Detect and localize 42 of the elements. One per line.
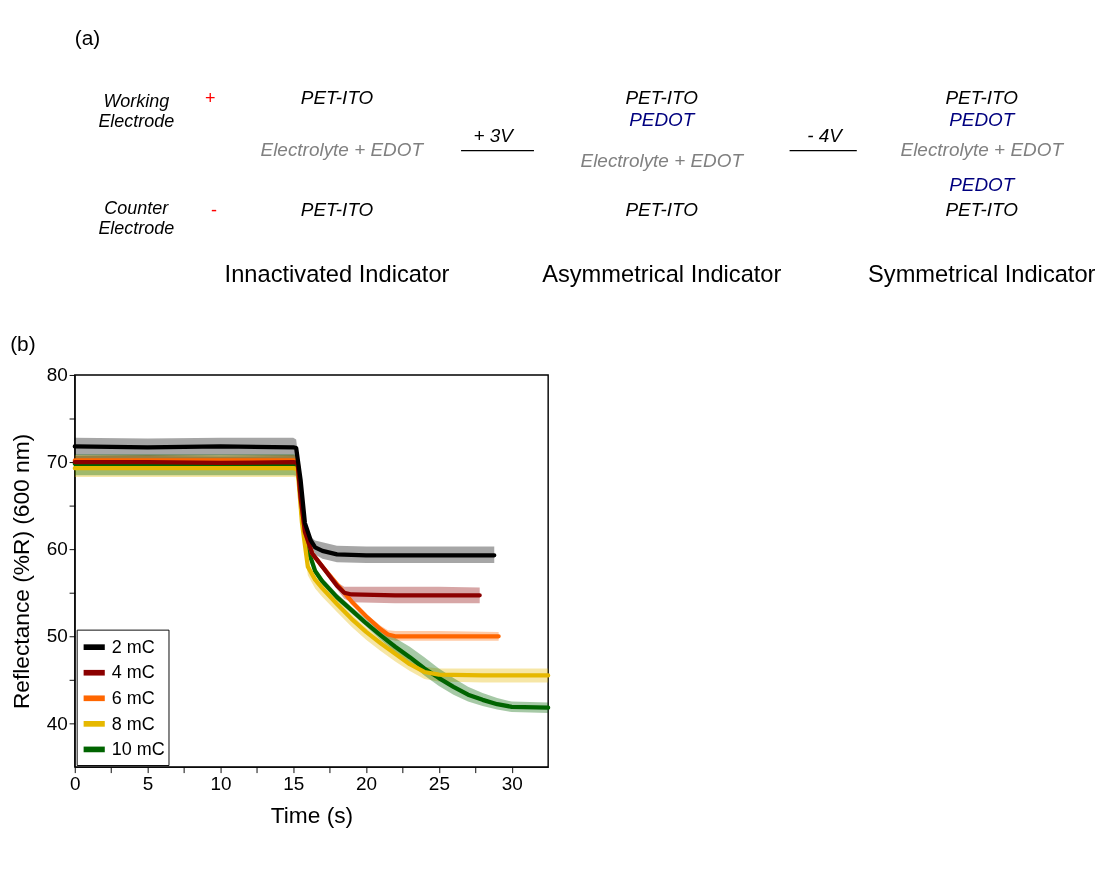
x-tick-label: 25 bbox=[428, 773, 450, 795]
x-axis-title: Time (s) bbox=[270, 802, 354, 829]
text: Innactivated Indicator bbox=[224, 261, 450, 288]
chart-title: (b) bbox=[10, 332, 36, 356]
text: - bbox=[210, 199, 217, 220]
legend-label: 4 mC bbox=[111, 662, 155, 683]
legend-label: 2 mC bbox=[111, 636, 155, 657]
text: PET-ITO bbox=[300, 198, 374, 220]
text: PET-ITO bbox=[945, 87, 1019, 109]
x-tick-label: 30 bbox=[501, 773, 523, 795]
text: PET-ITO bbox=[300, 87, 374, 109]
y-tick-label: 60 bbox=[46, 538, 68, 560]
legend-label: 10 mC bbox=[111, 739, 165, 760]
x-tick-label: 20 bbox=[356, 773, 378, 795]
text: Electrolyte + EDOT bbox=[900, 139, 1065, 161]
y-tick-label: 50 bbox=[46, 625, 68, 647]
text: Working Electrode bbox=[98, 91, 175, 131]
text: - 4V bbox=[807, 125, 845, 147]
y-tick-label: 80 bbox=[46, 364, 68, 386]
text: + bbox=[204, 88, 216, 109]
legend-label: 6 mC bbox=[111, 687, 155, 708]
text: PET-ITO bbox=[945, 198, 1019, 220]
x-tick-label: 5 bbox=[142, 773, 154, 795]
y-tick-label: 70 bbox=[46, 451, 68, 473]
text: Counter Electrode bbox=[98, 198, 175, 238]
y-tick-label: 40 bbox=[46, 712, 68, 734]
x-tick-label: 15 bbox=[283, 773, 305, 795]
text: PEDOT bbox=[949, 174, 1016, 196]
text: PET-ITO bbox=[625, 87, 699, 109]
y-axis-title: Reflectance (%R) (600 nm) bbox=[7, 433, 34, 710]
text: Electrolyte + EDOT bbox=[580, 149, 745, 171]
text: (a) bbox=[74, 25, 101, 49]
text: PET-ITO bbox=[625, 198, 699, 220]
text: PEDOT bbox=[629, 108, 696, 130]
text: PEDOT bbox=[949, 108, 1016, 130]
text: Asymmetrical Indicator bbox=[542, 261, 782, 288]
x-tick-label: 0 bbox=[70, 773, 81, 795]
x-tick-label: 10 bbox=[210, 773, 232, 795]
text: + 3V bbox=[473, 125, 516, 147]
text: Symmetrical Indicator bbox=[868, 261, 1096, 288]
text: Electrolyte + EDOT bbox=[260, 139, 425, 161]
legend-label: 8 mC bbox=[111, 713, 155, 734]
